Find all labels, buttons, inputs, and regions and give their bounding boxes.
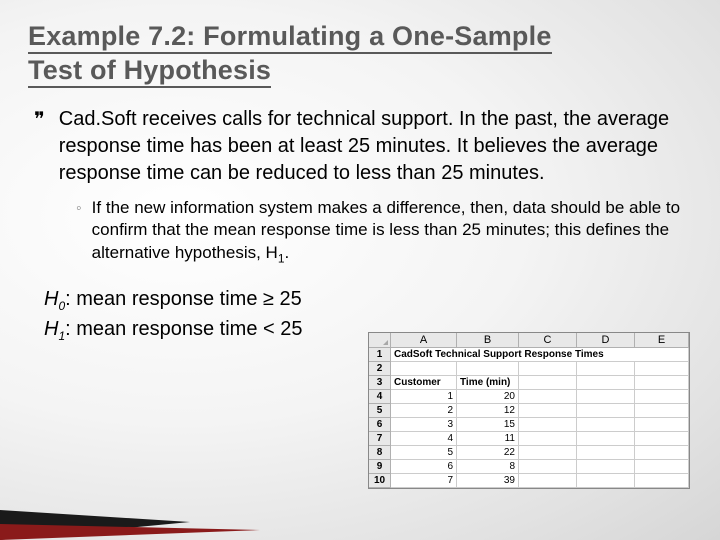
hypothesis-h0: H0: mean response time ≥ 25 (44, 285, 686, 315)
row-header: 8 (369, 446, 391, 460)
sub-bullet-icon: ◦ (76, 197, 82, 267)
sub-bullet: ◦ If the new information system makes a … (76, 197, 686, 267)
cell (635, 418, 689, 432)
table-row: 2 (369, 362, 689, 376)
cell (519, 404, 577, 418)
main-bullet: ❞ Cad.Soft receives calls for technical … (34, 106, 686, 187)
main-bullet-text: Cad.Soft receives calls for technical su… (59, 106, 686, 187)
spreadsheet-corner (369, 333, 391, 348)
sub-bullet-text: If the new information system makes a di… (92, 197, 686, 267)
title-line1: Example 7.2: Formulating a One-Sample (28, 21, 552, 51)
h0-text: : mean response time ≥ 25 (65, 288, 302, 310)
cell: 3 (391, 418, 457, 432)
cell (577, 376, 635, 390)
row-header: 10 (369, 474, 391, 488)
cell: 11 (457, 432, 519, 446)
table-row: 3 Customer Time (min) (369, 376, 689, 390)
bullet-icon: ❞ (34, 106, 45, 187)
cell (519, 362, 577, 376)
cell (519, 376, 577, 390)
row-header: 9 (369, 460, 391, 474)
col-header-a: A (391, 333, 457, 348)
col-header-b: B (457, 333, 519, 348)
cell-header-customer: Customer (391, 376, 457, 390)
table-row: 8 5 22 (369, 446, 689, 460)
table-row: 7 4 11 (369, 432, 689, 446)
row-header: 3 (369, 376, 391, 390)
cell (577, 432, 635, 446)
cell (519, 460, 577, 474)
cell (519, 390, 577, 404)
cell: 4 (391, 432, 457, 446)
cell (457, 362, 519, 376)
row-header: 1 (369, 348, 391, 362)
cell: 5 (391, 446, 457, 460)
col-header-d: D (577, 333, 635, 348)
cell: 39 (457, 474, 519, 488)
table-row: 1 CadSoft Technical Support Response Tim… (369, 348, 689, 362)
table-row: 10 7 39 (369, 474, 689, 488)
cell (635, 404, 689, 418)
cell (577, 404, 635, 418)
row-header: 2 (369, 362, 391, 376)
cell: 7 (391, 474, 457, 488)
spreadsheet: A B C D E 1 CadSoft Technical Support Re… (368, 332, 690, 489)
cell (635, 460, 689, 474)
sub-bullet-pre: If the new information system makes a di… (92, 198, 680, 263)
sub-bullet-subscript: 1 (278, 252, 285, 266)
spreadsheet-col-headers: A B C D E (369, 333, 689, 348)
cell (635, 446, 689, 460)
h1-text: : mean response time < 25 (65, 318, 302, 340)
cell: 12 (457, 404, 519, 418)
row-header: 6 (369, 418, 391, 432)
cell: 6 (391, 460, 457, 474)
cell: 1 (391, 390, 457, 404)
table-row: 4 1 20 (369, 390, 689, 404)
cell (519, 446, 577, 460)
table-row: 6 3 15 (369, 418, 689, 432)
cell (391, 362, 457, 376)
cell (635, 362, 689, 376)
row-header: 4 (369, 390, 391, 404)
cell (635, 474, 689, 488)
title-line2: Test of Hypothesis (28, 55, 271, 85)
cell (635, 376, 689, 390)
row-header: 7 (369, 432, 391, 446)
cell (519, 418, 577, 432)
content-area: ❞ Cad.Soft receives calls for technical … (0, 94, 720, 345)
table-row: 9 6 8 (369, 460, 689, 474)
cell: 15 (457, 418, 519, 432)
table-row: 5 2 12 (369, 404, 689, 418)
cell (635, 432, 689, 446)
cell: 8 (457, 460, 519, 474)
spreadsheet-grid: A B C D E 1 CadSoft Technical Support Re… (368, 332, 690, 489)
cell: 20 (457, 390, 519, 404)
cell (577, 362, 635, 376)
slide-title: Example 7.2: Formulating a One-Sample Te… (0, 0, 720, 94)
cell: 22 (457, 446, 519, 460)
cell (577, 390, 635, 404)
cell (577, 460, 635, 474)
sheet-title-cell: CadSoft Technical Support Response Times (391, 348, 689, 362)
cell (635, 390, 689, 404)
cell: 2 (391, 404, 457, 418)
decor-shape (0, 480, 300, 540)
cell (519, 432, 577, 446)
cell (577, 446, 635, 460)
cell-header-time: Time (min) (457, 376, 519, 390)
cell (519, 474, 577, 488)
cell (577, 474, 635, 488)
col-header-c: C (519, 333, 577, 348)
col-header-e: E (635, 333, 689, 348)
cell (577, 418, 635, 432)
sub-bullet-post: . (285, 243, 290, 262)
row-header: 5 (369, 404, 391, 418)
